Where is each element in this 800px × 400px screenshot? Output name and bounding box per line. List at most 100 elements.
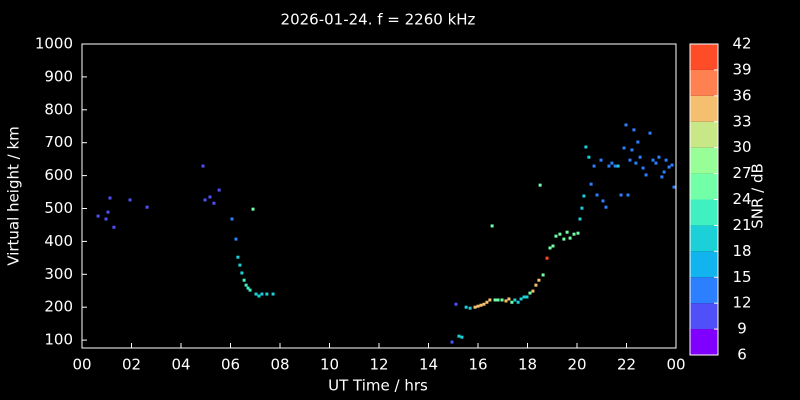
data-point: [468, 306, 472, 310]
x-tick-label: 12: [369, 356, 388, 374]
data-point: [504, 299, 508, 303]
y-tick-label: 200: [44, 298, 73, 316]
y-axis-label: Virtual height / km: [5, 126, 23, 265]
data-point: [562, 237, 566, 241]
y-tick-label: 600: [44, 166, 73, 184]
colorbar-tick-label: 30: [732, 138, 751, 156]
colorbar-tick-label: 18: [732, 242, 751, 260]
data-point: [654, 161, 658, 165]
data-point: [624, 123, 628, 127]
data-point: [457, 334, 461, 338]
x-tick-label: 20: [567, 356, 586, 374]
data-point: [651, 158, 655, 162]
y-tick-label: 100: [44, 331, 73, 349]
colorbar-segment: [690, 225, 718, 252]
data-point: [622, 146, 626, 150]
data-point: [638, 155, 642, 159]
data-point: [493, 298, 497, 302]
data-point: [601, 199, 605, 203]
data-point: [257, 294, 261, 298]
colorbar-segment: [690, 95, 718, 122]
colorbar-tick-label: 24: [732, 190, 751, 208]
data-point: [525, 295, 529, 299]
colorbar-tick-label: 6: [737, 346, 747, 364]
data-point: [104, 217, 108, 221]
data-point: [587, 155, 591, 159]
data-point: [450, 340, 454, 344]
x-tick-label: 18: [518, 356, 537, 374]
data-point: [531, 289, 535, 293]
data-point: [636, 140, 640, 144]
data-point: [96, 214, 100, 218]
data-point: [613, 164, 617, 168]
data-point: [128, 198, 132, 202]
colorbar-tick-label: 12: [732, 294, 751, 312]
y-tick-label: 500: [44, 199, 73, 217]
data-point: [551, 244, 555, 248]
data-point: [528, 291, 532, 295]
data-point: [473, 305, 477, 309]
data-point: [485, 300, 489, 304]
data-point: [479, 303, 483, 307]
data-point: [541, 273, 545, 277]
data-point: [454, 302, 458, 306]
data-point: [240, 271, 244, 275]
data-point: [112, 225, 116, 229]
x-tick-label: 06: [221, 356, 240, 374]
data-point: [641, 166, 645, 170]
data-point: [248, 288, 252, 292]
colorbar-segment: [690, 277, 718, 304]
y-tick-label: 1000: [35, 35, 73, 53]
colorbar-segment: [690, 251, 718, 278]
x-tick-label: 04: [171, 356, 190, 374]
data-point: [604, 205, 608, 209]
data-point: [513, 298, 517, 302]
data-point: [145, 205, 149, 209]
colorbar-label: SNR / dB: [749, 163, 767, 229]
data-point: [648, 131, 652, 135]
colorbar-segment: [690, 147, 718, 174]
data-point: [519, 297, 523, 301]
data-point: [578, 217, 582, 221]
data-point: [234, 237, 238, 241]
data-point: [476, 304, 480, 308]
data-point: [510, 300, 514, 304]
x-axis-label: UT Time / hrs: [328, 377, 428, 395]
data-point: [490, 224, 494, 228]
data-point: [246, 286, 250, 290]
data-point: [236, 255, 240, 259]
data-point: [592, 164, 596, 168]
data-point: [554, 234, 558, 238]
data-point: [664, 158, 668, 162]
data-point: [534, 283, 538, 287]
data-point: [565, 230, 569, 234]
data-point: [626, 193, 630, 197]
data-point: [572, 232, 576, 236]
data-point: [254, 292, 258, 296]
x-tick-label: 02: [122, 356, 141, 374]
data-point: [610, 161, 614, 165]
data-point: [662, 170, 666, 174]
data-point: [217, 188, 221, 192]
data-point: [582, 194, 586, 198]
data-point: [108, 196, 112, 200]
data-point: [548, 246, 552, 250]
data-point: [576, 231, 580, 235]
data-point: [644, 173, 648, 177]
data-point: [660, 175, 664, 179]
data-point: [537, 278, 541, 282]
data-point: [538, 183, 542, 187]
x-tick-label: 10: [320, 356, 339, 374]
data-point: [634, 161, 638, 165]
colorbar-segment: [690, 173, 718, 200]
x-tick-label: 00: [72, 356, 91, 374]
colorbar-segment: [690, 121, 718, 148]
data-point: [230, 217, 234, 221]
data-point: [616, 164, 620, 168]
data-point: [482, 302, 486, 306]
data-point: [203, 198, 207, 202]
data-point: [599, 158, 603, 162]
colorbar-tick-label: 36: [732, 86, 751, 104]
